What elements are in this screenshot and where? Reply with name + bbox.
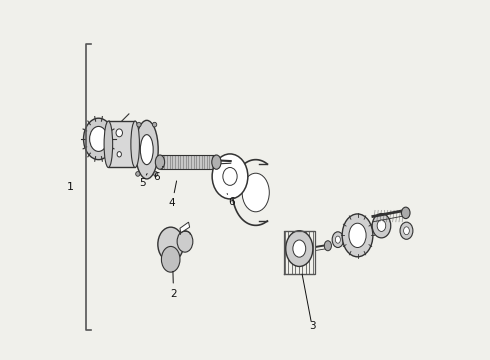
Ellipse shape bbox=[152, 122, 157, 127]
Ellipse shape bbox=[242, 173, 270, 212]
Ellipse shape bbox=[332, 232, 343, 248]
Text: 6: 6 bbox=[227, 194, 235, 207]
Bar bbox=[108, 121, 135, 167]
Ellipse shape bbox=[342, 214, 373, 257]
Ellipse shape bbox=[104, 121, 113, 167]
Text: 3: 3 bbox=[310, 321, 316, 331]
Ellipse shape bbox=[153, 172, 158, 176]
Bar bbox=[160, 155, 217, 169]
Ellipse shape bbox=[177, 231, 193, 252]
Ellipse shape bbox=[137, 122, 141, 127]
Ellipse shape bbox=[135, 120, 158, 179]
Ellipse shape bbox=[136, 172, 140, 176]
Ellipse shape bbox=[293, 240, 306, 257]
Ellipse shape bbox=[116, 129, 122, 137]
Ellipse shape bbox=[212, 155, 221, 169]
Text: 2: 2 bbox=[170, 271, 177, 298]
Ellipse shape bbox=[400, 222, 413, 239]
Ellipse shape bbox=[324, 241, 331, 251]
Ellipse shape bbox=[140, 135, 153, 165]
Text: 6: 6 bbox=[153, 166, 163, 182]
Ellipse shape bbox=[286, 231, 313, 266]
Ellipse shape bbox=[335, 236, 341, 243]
Ellipse shape bbox=[155, 155, 165, 169]
Ellipse shape bbox=[212, 154, 248, 199]
Text: 4: 4 bbox=[169, 181, 176, 208]
Ellipse shape bbox=[158, 227, 184, 261]
Ellipse shape bbox=[223, 167, 237, 185]
Ellipse shape bbox=[404, 227, 409, 235]
Ellipse shape bbox=[372, 213, 391, 238]
Ellipse shape bbox=[401, 207, 410, 219]
Ellipse shape bbox=[83, 118, 114, 159]
Ellipse shape bbox=[117, 152, 122, 157]
Ellipse shape bbox=[90, 126, 107, 152]
Ellipse shape bbox=[131, 121, 140, 167]
Ellipse shape bbox=[349, 223, 366, 248]
Ellipse shape bbox=[377, 220, 386, 231]
Text: 5: 5 bbox=[139, 174, 147, 188]
Text: 1: 1 bbox=[67, 182, 74, 192]
Bar bbox=[164, 247, 177, 262]
Polygon shape bbox=[180, 222, 190, 233]
Ellipse shape bbox=[161, 247, 180, 272]
